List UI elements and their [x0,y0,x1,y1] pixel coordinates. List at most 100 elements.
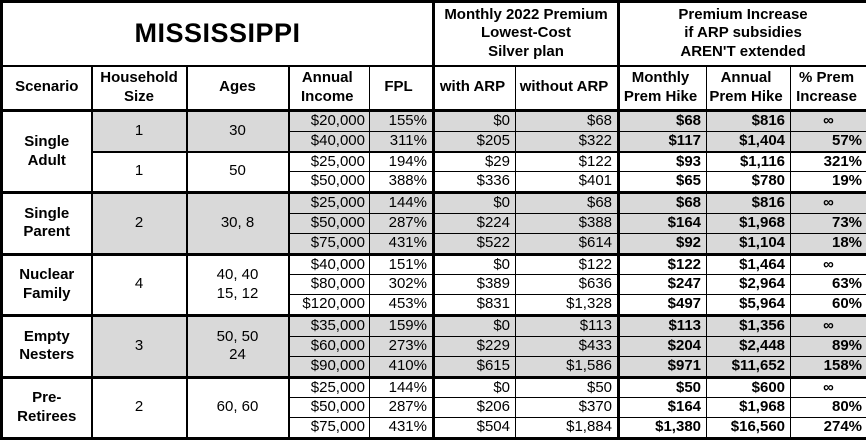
fpl-cell: 273% [370,336,434,356]
annual-hike-cell: $816 [707,111,791,132]
with-arp-cell: $229 [434,336,516,356]
income-cell: $60,000 [289,336,370,356]
table-row: 1 50 $25,000 194% $29 $122 $93 $1,116 32… [2,152,866,172]
monthly-hike-cell: $117 [619,131,707,151]
household-size-cell: 1 [92,111,187,152]
without-arp-cell: $614 [516,233,619,254]
annual-hike-cell: $1,968 [707,398,791,418]
income-cell: $80,000 [289,275,370,295]
with-arp-cell: $389 [434,275,516,295]
without-arp-cell: $68 [516,193,619,214]
ages-cell: 40, 40 15, 12 [187,254,289,316]
ages-cell: 50 [187,152,289,193]
fpl-cell: 431% [370,418,434,439]
monthly-hike-cell: $93 [619,152,707,172]
income-cell: $35,000 [289,316,370,337]
monthly-hike-cell: $113 [619,316,707,337]
without-arp-cell: $1,328 [516,295,619,316]
fpl-cell: 194% [370,152,434,172]
with-arp-cell: $205 [434,131,516,151]
monthly-hike-cell: $247 [619,275,707,295]
col-header-annual-hike: Annual Prem Hike [707,66,791,111]
pct-increase-cell: 57% [791,131,866,151]
income-cell: $75,000 [289,233,370,254]
pct-increase-cell: ∞ [791,316,866,337]
increase-group-header: Premium Increase if ARP subsidies AREN'T… [619,2,866,66]
annual-hike-cell: $2,448 [707,336,791,356]
with-arp-cell: $615 [434,356,516,377]
annual-hike-cell: $11,652 [707,356,791,377]
income-cell: $50,000 [289,213,370,233]
without-arp-cell: $122 [516,254,619,275]
col-header-pct-increase: % Prem Increase [791,66,866,111]
monthly-hike-cell: $68 [619,111,707,132]
col-header-without-arp: without ARP [516,66,619,111]
income-cell: $25,000 [289,152,370,172]
without-arp-cell: $68 [516,111,619,132]
pct-increase-cell: ∞ [791,377,866,398]
fpl-cell: 287% [370,213,434,233]
monthly-hike-cell: $122 [619,254,707,275]
with-arp-cell: $0 [434,316,516,337]
table-row: Single Adult 1 30 $20,000 155% $0 $68 $6… [2,111,866,132]
col-header-ages: Ages [187,66,289,111]
without-arp-cell: $1,884 [516,418,619,439]
without-arp-cell: $322 [516,131,619,151]
annual-hike-cell: $5,964 [707,295,791,316]
income-cell: $120,000 [289,295,370,316]
with-arp-cell: $0 [434,193,516,214]
annual-hike-cell: $1,404 [707,131,791,151]
pct-increase-cell: 60% [791,295,866,316]
fpl-cell: 287% [370,398,434,418]
annual-hike-cell: $780 [707,172,791,193]
monthly-hike-cell: $1,380 [619,418,707,439]
annual-hike-cell: $1,968 [707,213,791,233]
pct-increase-cell: 73% [791,213,866,233]
income-cell: $40,000 [289,131,370,151]
col-header-with-arp: with ARP [434,66,516,111]
household-size-cell: 2 [92,193,187,255]
annual-hike-cell: $2,964 [707,275,791,295]
fpl-cell: 151% [370,254,434,275]
annual-hike-cell: $16,560 [707,418,791,439]
table-row: Single Parent 2 30, 8 $25,000 144% $0 $6… [2,193,866,214]
scenario-cell: Single Adult [2,111,92,193]
monthly-hike-cell: $65 [619,172,707,193]
without-arp-cell: $113 [516,316,619,337]
col-header-scenario: Scenario [2,66,92,111]
income-cell: $50,000 [289,172,370,193]
monthly-hike-cell: $50 [619,377,707,398]
with-arp-cell: $522 [434,233,516,254]
fpl-cell: 311% [370,131,434,151]
pct-increase-cell: 63% [791,275,866,295]
col-header-fpl: FPL [370,66,434,111]
state-title: MISSISSIPPI [2,2,434,66]
pct-increase-cell: 158% [791,356,866,377]
monthly-hike-cell: $204 [619,336,707,356]
fpl-cell: 159% [370,316,434,337]
without-arp-cell: $370 [516,398,619,418]
fpl-cell: 431% [370,233,434,254]
monthly-hike-cell: $164 [619,213,707,233]
income-cell: $40,000 [289,254,370,275]
fpl-cell: 302% [370,275,434,295]
income-cell: $50,000 [289,398,370,418]
household-size-cell: 4 [92,254,187,316]
monthly-hike-cell: $92 [619,233,707,254]
with-arp-cell: $206 [434,398,516,418]
monthly-hike-cell: $497 [619,295,707,316]
with-arp-cell: $0 [434,377,516,398]
annual-hike-cell: $600 [707,377,791,398]
fpl-cell: 453% [370,295,434,316]
ages-cell: 30 [187,111,289,152]
fpl-cell: 144% [370,377,434,398]
income-cell: $25,000 [289,377,370,398]
ages-cell: 60, 60 [187,377,289,439]
annual-hike-cell: $1,356 [707,316,791,337]
ages-cell: 50, 50 24 [187,316,289,378]
pct-increase-cell: ∞ [791,111,866,132]
fpl-cell: 388% [370,172,434,193]
fpl-cell: 410% [370,356,434,377]
col-header-monthly-hike: Monthly Prem Hike [619,66,707,111]
without-arp-cell: $636 [516,275,619,295]
